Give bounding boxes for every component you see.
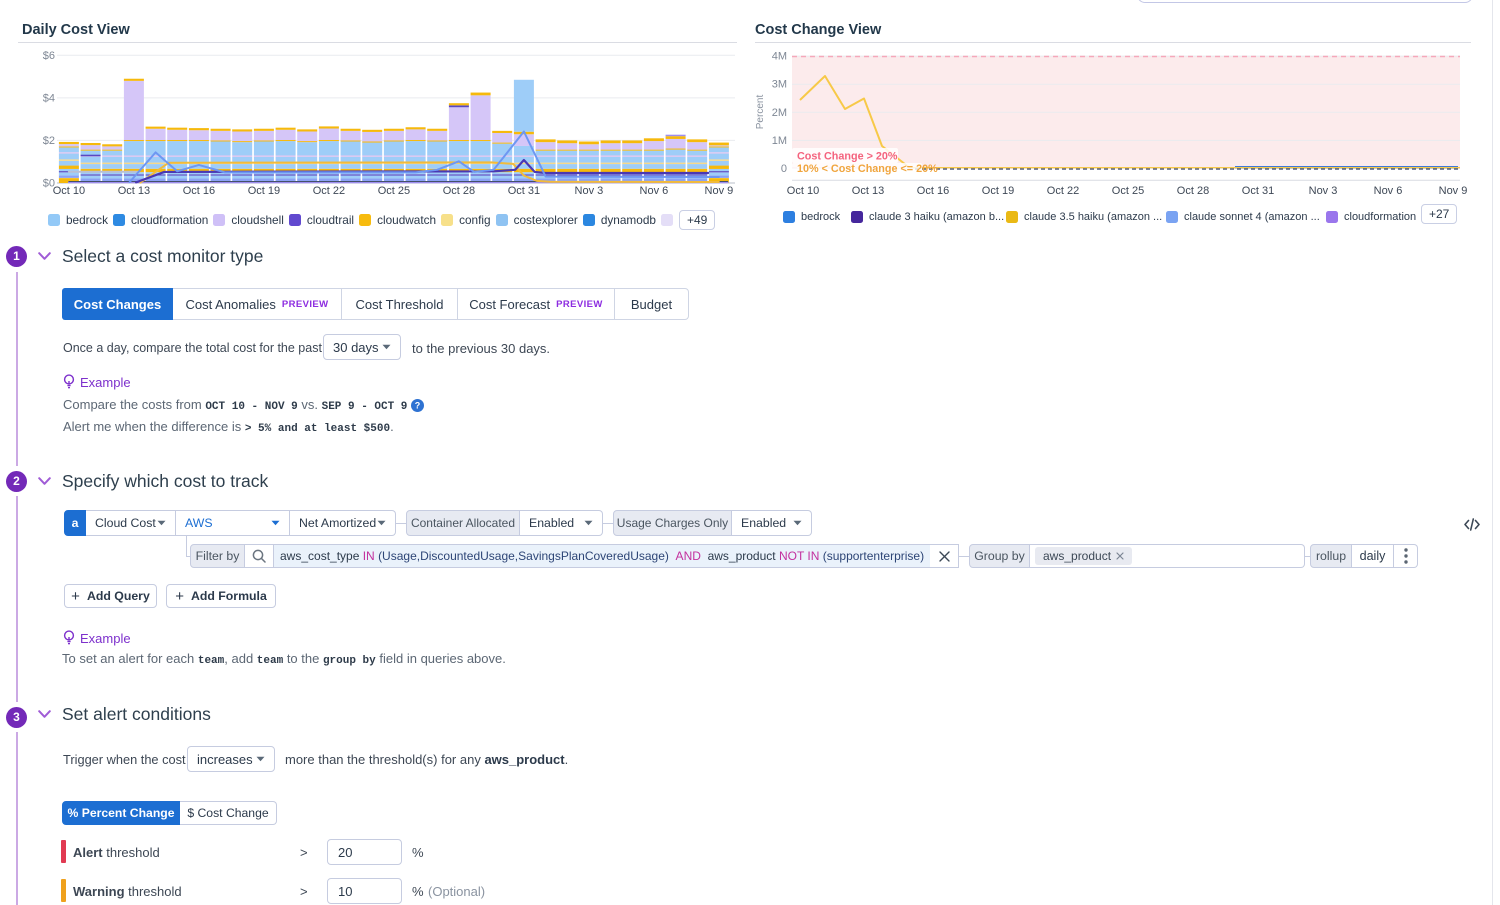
svg-text:Oct 19: Oct 19 — [982, 185, 1014, 197]
svg-text:Oct 25: Oct 25 — [378, 185, 410, 197]
svg-text:Nov 9: Nov 9 — [705, 185, 734, 197]
svg-text:Oct 28: Oct 28 — [443, 185, 475, 197]
svg-text:Nov 6: Nov 6 — [1374, 185, 1403, 197]
svg-text:?: ? — [415, 400, 421, 410]
svg-text:2M: 2M — [772, 107, 787, 119]
svg-text:Oct 16: Oct 16 — [183, 185, 215, 197]
svg-text:10% < Cost Change <= 20%: 10% < Cost Change <= 20% — [797, 163, 938, 175]
svg-text:Cost Change > 20%: Cost Change > 20% — [797, 151, 898, 163]
svg-text:1M: 1M — [772, 135, 787, 147]
svg-text:Oct 13: Oct 13 — [852, 185, 884, 197]
svg-text:Oct 10: Oct 10 — [787, 185, 819, 197]
svg-text:Oct 10: Oct 10 — [53, 185, 85, 197]
svg-text:Oct 16: Oct 16 — [917, 185, 949, 197]
svg-text:Nov 3: Nov 3 — [1309, 185, 1338, 197]
svg-text:3M: 3M — [772, 79, 787, 91]
svg-text:Oct 31: Oct 31 — [1242, 185, 1274, 197]
svg-text:Oct 28: Oct 28 — [1177, 185, 1209, 197]
svg-text:Oct 22: Oct 22 — [1047, 185, 1079, 197]
svg-text:Nov 9: Nov 9 — [1439, 185, 1468, 197]
svg-text:Oct 13: Oct 13 — [118, 185, 150, 197]
svg-text:Oct 25: Oct 25 — [1112, 185, 1144, 197]
svg-text:$2: $2 — [43, 135, 55, 147]
svg-text:Oct 22: Oct 22 — [313, 185, 345, 197]
svg-text:4M: 4M — [772, 51, 787, 63]
svg-text:Nov 3: Nov 3 — [575, 185, 604, 197]
svg-text:Percent: Percent — [755, 95, 766, 130]
svg-text:$6: $6 — [43, 50, 55, 62]
svg-text:0: 0 — [781, 163, 787, 175]
svg-text:Oct 19: Oct 19 — [248, 185, 280, 197]
svg-text:Nov 6: Nov 6 — [640, 185, 669, 197]
svg-text:Oct 31: Oct 31 — [508, 185, 540, 197]
svg-text:$4: $4 — [43, 92, 55, 104]
svg-text:$0: $0 — [43, 178, 55, 190]
